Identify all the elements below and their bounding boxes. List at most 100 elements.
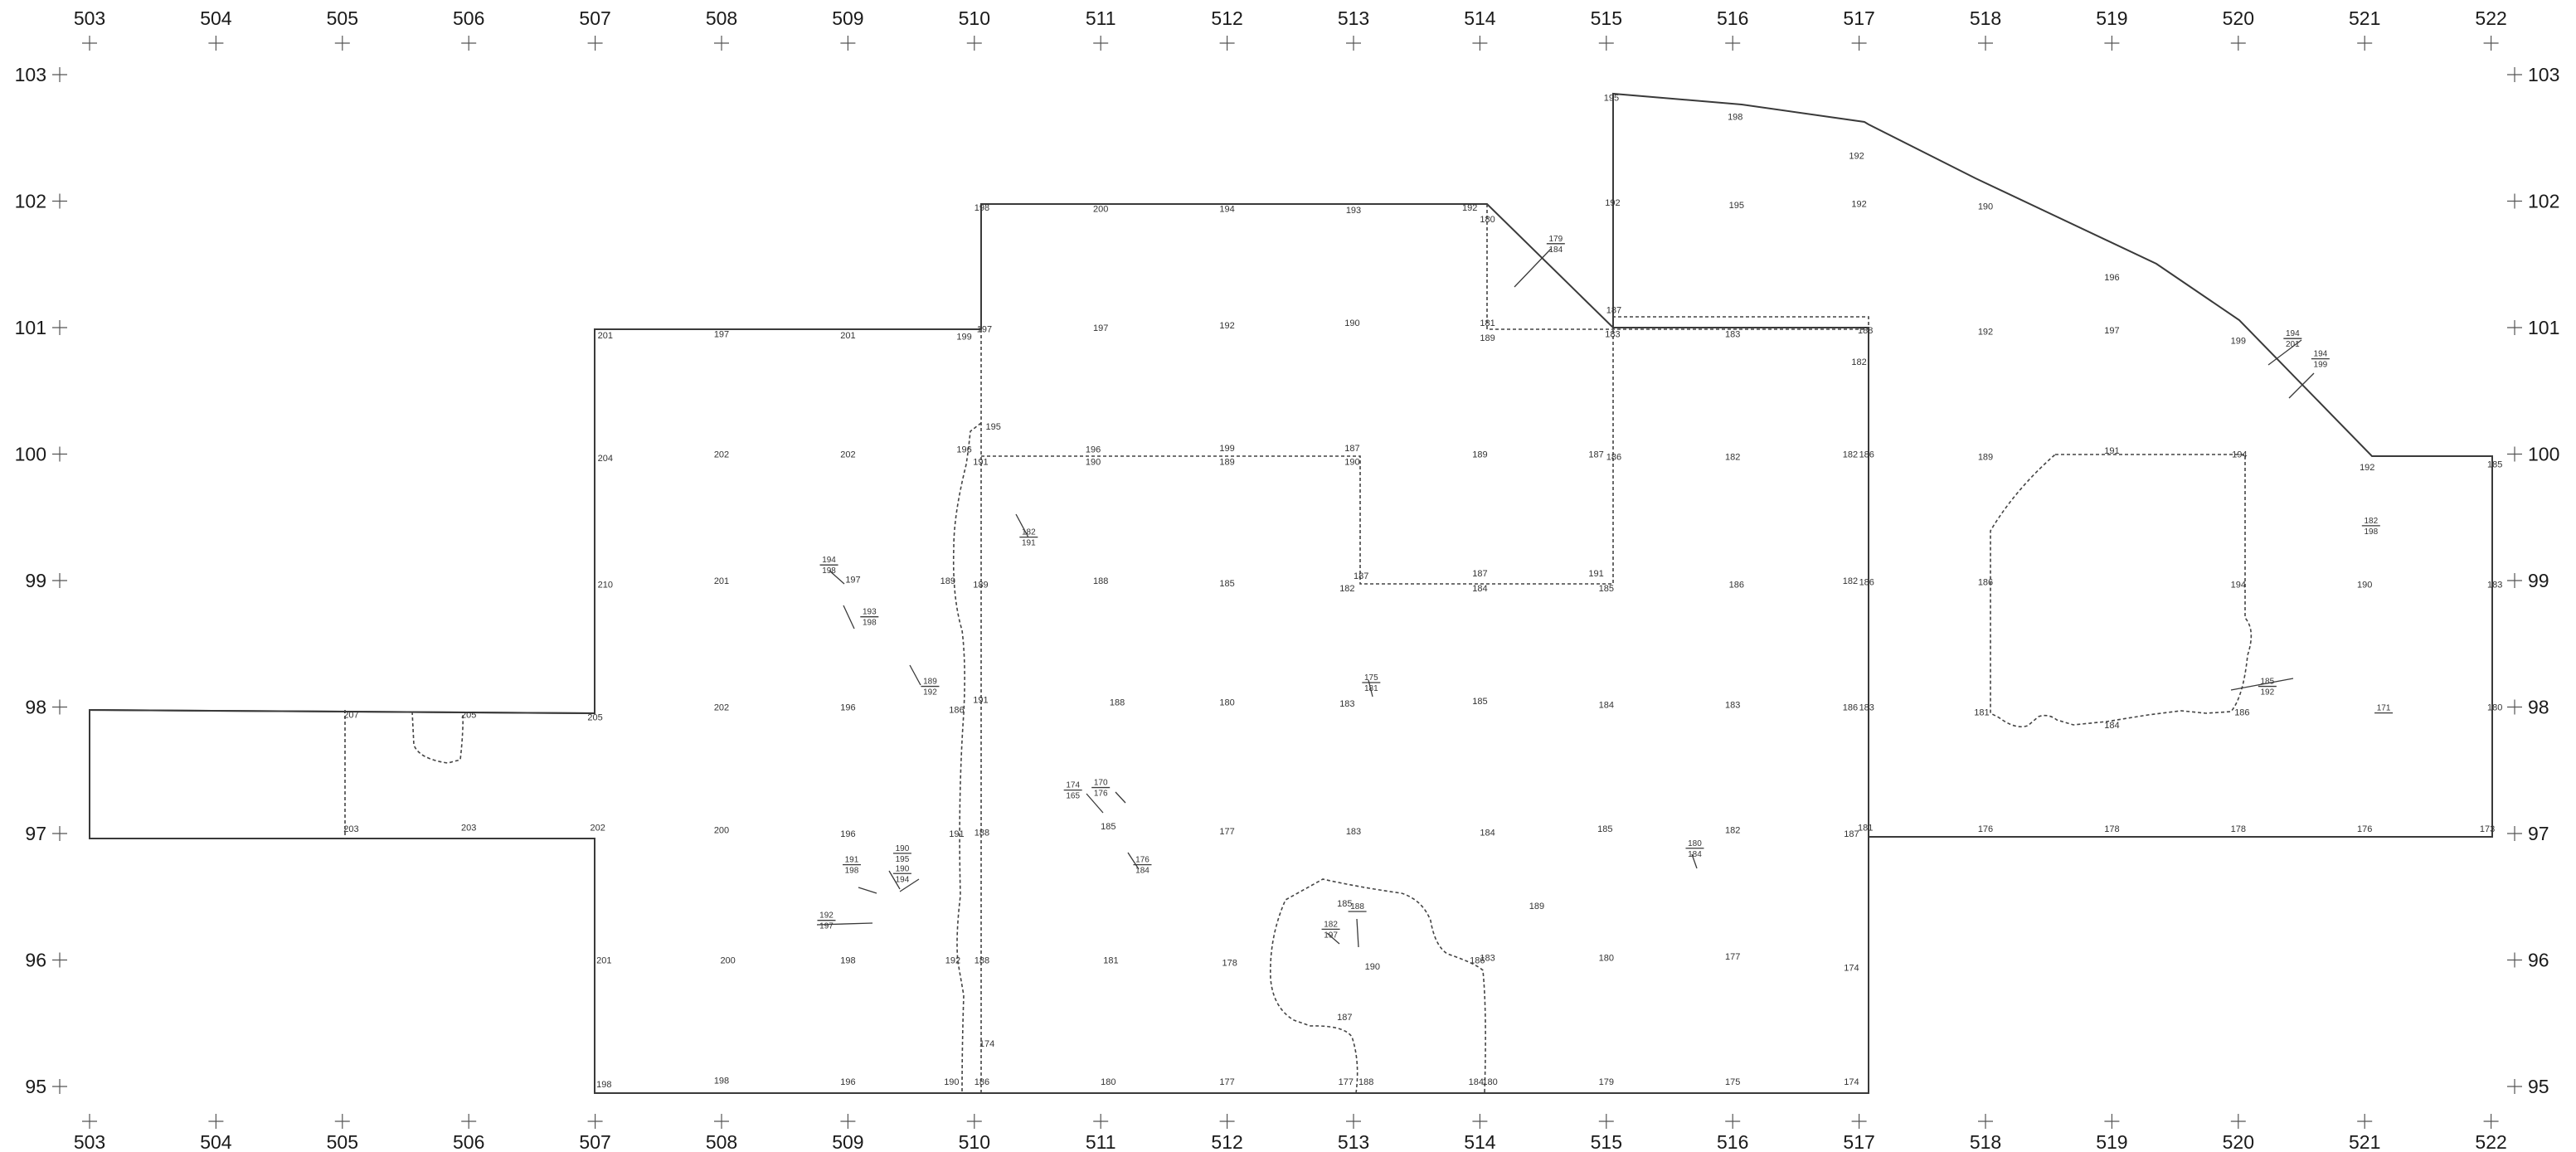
spot-elevation: 188: [1093, 576, 1108, 586]
spot-elevation: 187: [1354, 571, 1368, 581]
fraction-bottom: 192: [923, 688, 937, 698]
spot-elevation: 183: [2487, 581, 2502, 591]
x-axis-label-top: 505: [327, 7, 358, 29]
spot-elevation: 190: [1978, 202, 1993, 212]
x-axis-label-top: 503: [74, 7, 105, 29]
fraction-bottom: 201: [2286, 340, 2300, 349]
spot-elevation: 178: [2231, 824, 2246, 834]
grid-cross: [2507, 67, 2522, 82]
spot-elevation: 184: [1480, 828, 1495, 838]
grid-cross: [1346, 1114, 1361, 1129]
spot-elevation: 196: [1086, 445, 1101, 454]
spot-elevation: 183: [1859, 703, 1874, 713]
x-axis-label-bottom: 509: [832, 1131, 863, 1152]
grid-cross: [52, 1079, 67, 1094]
grid-cross: [2230, 1114, 2246, 1129]
grid-cross: [2357, 36, 2373, 51]
spot-elevation: 197: [2104, 326, 2119, 336]
fraction-bottom: 197: [1324, 931, 1338, 940]
grid-cross: [2507, 573, 2522, 588]
spot-elevation: 190: [1365, 962, 1380, 972]
fraction-elevation: 188: [1348, 902, 1367, 912]
spot-elevation: 176: [1978, 824, 1993, 834]
x-axis-label-bottom: 516: [1717, 1131, 1748, 1152]
spot-elevation: 190: [1344, 458, 1359, 468]
grid-cross: [2357, 1114, 2373, 1129]
x-axis-label-top: 521: [2349, 7, 2380, 29]
x-axis-label-top: 519: [2096, 7, 2127, 29]
y-axis-label-right: 97: [2528, 823, 2549, 844]
spot-elevation: 192: [1849, 152, 1864, 162]
spot-elevation: 194: [2231, 581, 2246, 591]
fraction-top: 185: [2261, 678, 2275, 687]
y-axis-label-right: 95: [2528, 1076, 2549, 1097]
grid-cross: [1346, 36, 1361, 51]
spot-elevation: 197: [1093, 323, 1108, 333]
spot-elevation: 192: [1462, 203, 1477, 213]
x-axis-label-top: 520: [2223, 7, 2254, 29]
spot-elevation: 177: [1219, 1077, 1234, 1087]
spot-elevation: 190: [944, 1077, 959, 1087]
fraction-top: 194: [822, 556, 836, 565]
x-axis-label-bottom: 505: [327, 1131, 358, 1152]
x-axis-label-top: 513: [1338, 7, 1369, 29]
spot-elevation: 189: [1219, 458, 1234, 468]
spot-elevation: 193: [1346, 206, 1361, 216]
fraction-top: 175: [1364, 673, 1378, 683]
spot-elevation: 197: [977, 325, 992, 335]
spot-elevation: 184: [2104, 721, 2119, 731]
fraction-bottom: 184: [1688, 850, 1702, 859]
spot-elevation: 188: [1858, 326, 1873, 336]
grid-cross: [334, 1114, 350, 1129]
fraction-bottom: 198: [822, 566, 836, 576]
grid-cross: [52, 952, 67, 968]
x-axis-label-bottom: 518: [1970, 1131, 2001, 1152]
fraction-bottom: 199: [2314, 361, 2328, 370]
grid-cross: [2507, 1079, 2522, 1094]
spot-elevation: 187: [1337, 1013, 1352, 1023]
grid-cross: [2104, 36, 2120, 51]
y-axis-label-left: 98: [25, 697, 46, 718]
grid-cross: [52, 193, 67, 209]
grid-cross: [587, 1114, 603, 1129]
west-annex-edge: [89, 709, 595, 714]
spot-elevation: 196: [2104, 273, 2119, 283]
spot-elevation: 196: [956, 445, 971, 454]
spot-elevation: 180: [1101, 1077, 1115, 1087]
grid-cross: [1598, 36, 1614, 51]
fraction-bottom: 184: [1548, 245, 1563, 255]
east-pit-outline: [1990, 454, 2253, 728]
fraction-bottom: 195: [896, 855, 910, 864]
spot-elevation: 189: [1480, 333, 1495, 343]
y-axis-label-left: 102: [15, 191, 46, 212]
spot-elevation: 187: [1588, 450, 1603, 460]
trench-west-edge: [952, 422, 982, 1094]
spot-elevation: 191: [1588, 569, 1603, 579]
fraction-elevation: 171: [2374, 704, 2394, 714]
spot-elevation: 199: [1219, 444, 1234, 454]
spot-elevation: 205: [461, 711, 476, 721]
x-axis-label-top: 506: [453, 7, 484, 29]
grid-cross: [2507, 952, 2522, 968]
grid-cross: [966, 36, 982, 51]
leader-lines: [816, 248, 2315, 948]
x-axis-label-top: 508: [706, 7, 737, 29]
spot-elevation: 202: [714, 450, 729, 460]
fraction-bottom: 198: [2364, 527, 2378, 537]
spot-elevation: 201: [596, 956, 611, 966]
spot-elevation: 192: [2360, 463, 2374, 473]
fraction-top: 170: [1094, 779, 1108, 788]
grid-cross: [208, 1114, 224, 1129]
spot-elevation: 185: [1101, 822, 1115, 832]
spot-elevation: 185: [1219, 579, 1234, 589]
